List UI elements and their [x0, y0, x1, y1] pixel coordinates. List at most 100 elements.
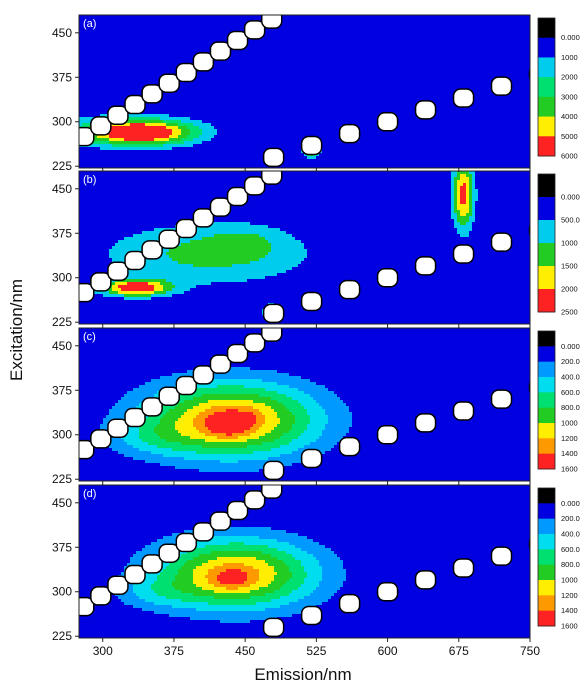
contour-cell [301, 563, 320, 567]
contour-cell [79, 144, 113, 148]
contour-cell [199, 412, 215, 416]
colorbar-tick-label: 1400 [561, 606, 578, 615]
contour-cell [160, 418, 179, 422]
rayleigh-scatter-blob [260, 485, 283, 499]
contour-cell [469, 183, 473, 187]
contour-cell [79, 488, 530, 492]
contour-cell [346, 569, 530, 573]
contour-cell [343, 436, 530, 440]
colorbar-segment [538, 453, 555, 470]
contour-cell [454, 225, 473, 229]
contour-cell [277, 412, 293, 416]
contour-cell [79, 503, 530, 507]
contour-cell [472, 207, 476, 211]
contour-cell [274, 427, 293, 431]
contour-cell [226, 569, 242, 573]
contour-cell [259, 234, 293, 238]
contour-cell [79, 57, 530, 61]
contour-cell [154, 611, 302, 615]
contour-cell [460, 201, 467, 205]
contour-cell [460, 174, 467, 178]
contour-cell [208, 602, 257, 606]
contour-cell [187, 409, 206, 413]
contour-cell [214, 596, 251, 600]
contour-cell [79, 279, 98, 283]
rayleigh-scatter-blob [90, 272, 112, 292]
contour-cell [277, 548, 302, 552]
contour-cell [79, 27, 530, 31]
contour-cell [175, 427, 197, 431]
contour-cell [466, 201, 470, 205]
contour-cell [79, 569, 125, 573]
contour-cell [157, 593, 194, 597]
contour-cell [469, 219, 476, 223]
contour-cell [79, 249, 110, 253]
contour-cell [163, 120, 182, 124]
contour-cell [298, 436, 320, 440]
contour-cell [103, 132, 173, 136]
contour-cell [79, 397, 122, 401]
contour-cell [262, 424, 278, 428]
contour-cell [115, 117, 161, 121]
contour-cell [280, 228, 458, 232]
contour-cell [154, 285, 164, 289]
contour-cell [346, 572, 530, 576]
colorbar-tick-label: 1000 [561, 53, 578, 62]
contour-cell [280, 445, 305, 449]
contour-cell [271, 448, 299, 452]
contour-cell [280, 587, 299, 591]
contour-cell [139, 578, 158, 582]
contour-cell [79, 225, 176, 229]
contour-cell [172, 560, 188, 564]
contour-cell [310, 394, 338, 398]
contour-cell [313, 397, 341, 401]
contour-cell [202, 445, 248, 449]
contour-cell [277, 306, 530, 310]
contour-cell [169, 409, 188, 413]
colorbar-tick-label: 2500 [561, 308, 578, 317]
x-tick-label: 375 [164, 644, 184, 658]
contour-cell [277, 370, 530, 374]
contour-cell [274, 566, 290, 570]
contour-cell [316, 153, 320, 157]
contour-cell [472, 198, 479, 202]
contour-cell [337, 394, 530, 398]
contour-cell [145, 123, 167, 127]
contour-cell [172, 288, 191, 292]
contour-cell [457, 192, 461, 196]
contour-cell [322, 569, 347, 573]
contour-cell [172, 581, 194, 585]
contour-cell [79, 21, 530, 25]
contour-cell [79, 524, 530, 528]
contour-cell [172, 448, 272, 452]
contour-cell [79, 433, 101, 437]
contour-cell [337, 590, 530, 594]
colorbar-segment [538, 595, 555, 612]
contour-cell [304, 430, 323, 434]
contour-cell [247, 578, 260, 582]
contour-cell [469, 189, 473, 193]
contour-cell [181, 554, 200, 558]
contour-cell [160, 117, 191, 121]
contour-cell [106, 415, 131, 419]
colorbar-tick-label: 1500 [561, 262, 578, 271]
contour-cell [355, 138, 530, 142]
contour-cell [121, 430, 140, 434]
contour-cell [79, 81, 530, 85]
contour-cell [346, 578, 530, 582]
colorbar-tick-label: 2000 [561, 73, 578, 82]
contour-cell [319, 563, 344, 567]
contour-cell [79, 466, 176, 470]
contour-cell [79, 84, 530, 88]
contour-cell [79, 629, 530, 633]
panel-label: (a) [83, 18, 96, 30]
contour-cell [157, 406, 176, 410]
colorbar-segment [538, 37, 555, 58]
rayleigh-scatter-blob [141, 84, 163, 104]
contour-cell [307, 575, 323, 579]
contour-cell [157, 445, 203, 449]
contour-cell [145, 599, 182, 603]
y-tick-label: 300 [52, 271, 72, 285]
contour-cell [220, 620, 251, 624]
